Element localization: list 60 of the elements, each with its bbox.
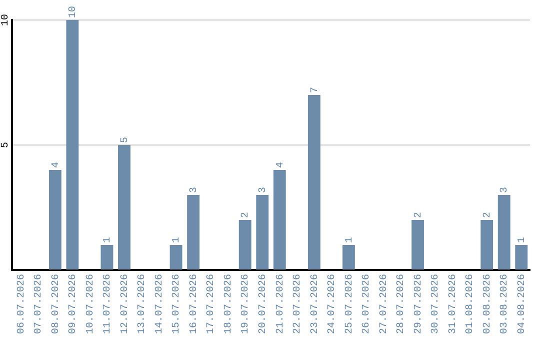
data-label: 1 [517, 236, 528, 243]
x-tick-label: 14.07.2026 [154, 274, 166, 334]
x-tick-label: 03.08.2026 [500, 274, 511, 334]
data-label: 1 [172, 236, 183, 243]
data-label: 10 [68, 6, 80, 18]
x-tick-label: 15.07.2026 [172, 274, 183, 334]
x-tick-label: 20.07.2026 [258, 274, 270, 334]
x-tick-label: 27.07.2026 [378, 274, 390, 334]
data-label: 2 [240, 212, 252, 218]
x-tick-label: 17.07.2026 [206, 274, 218, 334]
x-tick-label: 28.07.2026 [396, 274, 408, 334]
x-tick-label: 25.07.2026 [344, 274, 356, 334]
x-tick-label: 08.07.2026 [50, 274, 62, 334]
data-label: 2 [482, 212, 494, 218]
x-tick-label: 31.07.2026 [448, 274, 459, 334]
bar [480, 220, 494, 270]
x-tick-label: 06.07.2026 [16, 274, 28, 334]
x-tick-label: 02.08.2026 [482, 274, 494, 334]
x-tick-label: 04.08.2026 [517, 274, 528, 334]
data-label: 1 [102, 236, 114, 243]
bar [48, 170, 62, 270]
bar [100, 244, 114, 270]
data-label: 3 [258, 186, 270, 193]
x-tick-label: 19.07.2026 [240, 274, 252, 334]
x-tick-label: 21.07.2026 [275, 274, 286, 334]
x-tick-label: 09.07.2026 [68, 274, 80, 334]
bar [170, 244, 182, 270]
data-label: 2 [413, 212, 424, 218]
x-tick-label: 07.07.2026 [34, 274, 45, 334]
x-tick-label: 12.07.2026 [120, 274, 131, 334]
x-tick-label: 26.07.2026 [362, 274, 373, 334]
x-tick-label: 22.07.2026 [292, 274, 304, 334]
bar [256, 194, 269, 270]
bar [118, 144, 130, 270]
bar [273, 170, 286, 270]
bar [187, 194, 200, 270]
bar [515, 244, 528, 270]
bar [238, 220, 252, 270]
x-tick-label: 18.07.2026 [223, 274, 234, 334]
x-tick-label: 30.07.2026 [430, 274, 442, 334]
data-label: 1 [344, 236, 356, 243]
data-label: 4 [50, 162, 62, 168]
x-tick-label: 11.07.2026 [102, 274, 114, 334]
x-tick-label: 10.07.2026 [85, 274, 96, 334]
bar [498, 194, 510, 270]
bar [66, 20, 79, 270]
bar [308, 94, 320, 270]
data-label: 3 [500, 186, 511, 193]
data-label: 5 [120, 136, 131, 143]
x-tick-label: 23.07.2026 [310, 274, 321, 334]
x-tick-label: 01.08.2026 [465, 274, 476, 334]
data-label: 3 [188, 186, 200, 193]
bar [342, 244, 355, 270]
data-label: 7 [310, 86, 321, 93]
x-tick-label: 13.07.2026 [137, 274, 148, 334]
bar [412, 220, 424, 270]
data-label: 4 [275, 162, 286, 168]
x-tick-label: 29.07.2026 [413, 274, 424, 334]
x-tick-label: 24.07.2026 [327, 274, 338, 334]
x-tick-label: 16.07.2026 [188, 274, 200, 334]
